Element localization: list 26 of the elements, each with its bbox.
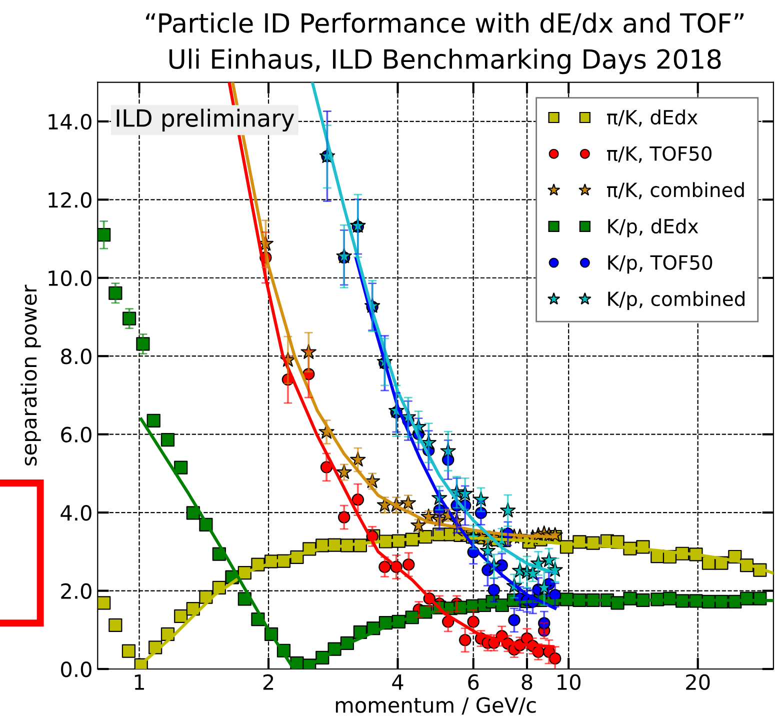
chart-title: “Particle ID Performance with dE/dx and TOF” [146,12,744,35]
y-tick-label: 4.0 [60,505,92,521]
y-tick-label: 14.0 [48,114,92,130]
y-tick-label: 8.0 [61,348,92,364]
annotation: ILD preliminary [116,108,294,132]
y-tick-label: 6.0 [61,426,92,443]
legend-label: π/K, combined [607,182,744,200]
x-tick-label: 10 [558,674,580,690]
legend-label: π/K, TOF50 [607,146,712,163]
y-tick-label: 12.0 [48,192,92,208]
legend-label: K/p, dEdx [608,218,698,238]
x-tick-label: 8 [522,674,532,690]
legend-label: π/K, dEdx [607,110,698,127]
y-tick-label: 0.0 [61,661,92,678]
y-axis-title: separation power [20,284,41,466]
x-axis-title: momentum / GeV/c [336,697,536,715]
legend-label: K/p, combined [608,291,744,310]
legend-label: K/p, TOF50 [608,255,712,274]
x-tick-label: 2 [263,674,274,690]
chart-subtitle: Uli Einhaus, ILD Benchmarking Days 2018 [169,48,721,74]
y-tick-label: 10.0 [48,270,92,286]
y-tick-label: 2.0 [61,583,92,599]
x-tick-label: 1 [134,674,144,690]
x-tick-label: 20 [686,674,710,690]
x-tick-label: 6 [468,674,479,690]
x-tick-label: 4 [392,674,404,690]
